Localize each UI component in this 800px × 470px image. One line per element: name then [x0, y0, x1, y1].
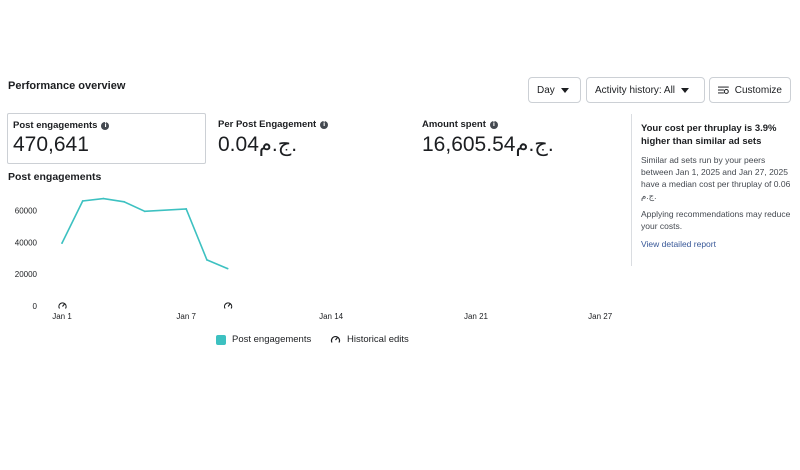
y-tick-label: 0 [33, 302, 38, 311]
caret-down-icon [681, 87, 690, 93]
metric-label: Per Post Engagement [218, 119, 317, 130]
activity-history-dropdown[interactable]: Activity history: All [586, 77, 705, 103]
data-point [123, 200, 125, 203]
recommendation-body: Similar ad sets run by your peers betwee… [641, 155, 791, 201]
y-tick-label: 20000 [15, 270, 38, 279]
caret-down-icon [560, 87, 569, 93]
post-engagements-chart: 0 20000 40000 60000 Jan 1 Jan 7 Jan 14 Jan 21 Ja… [15, 197, 613, 321]
customize-button[interactable]: Customize [709, 77, 791, 103]
x-tick-label: Jan 1 [52, 312, 72, 321]
x-tick-label: Jan 7 [176, 312, 196, 321]
data-point [81, 200, 84, 202]
info-icon[interactable]: i [101, 121, 110, 130]
data-point [61, 242, 63, 245]
data-point [143, 210, 146, 213]
customize-label: Customize [734, 84, 782, 96]
legend-historical-edits[interactable]: Historical edits [330, 334, 409, 345]
y-tick-label: 40000 [15, 238, 38, 247]
x-tick-label: Jan 21 [464, 312, 489, 321]
metric-post-engagements[interactable]: Post engagements i 470,641 [7, 113, 206, 164]
teal-square-icon [216, 334, 226, 345]
metric-value: 16,605.54ج.م. [422, 133, 554, 156]
metric-value: 470,641 [13, 133, 89, 156]
recommendation-headline: Your cost per thruplay is 3.9% higher th… [641, 123, 777, 147]
historical-edit-icon [330, 335, 341, 343]
metric-per-post-engagement[interactable]: Per Post Engagement i 0.04ج.م. [213, 113, 403, 164]
info-icon[interactable]: i [489, 120, 498, 129]
view-detailed-report-link[interactable]: View detailed report [641, 239, 716, 249]
recommendation-note: Applying recommendations may reduce your… [641, 209, 791, 231]
series-line-post-engagements [61, 197, 228, 270]
customize-icon [718, 86, 729, 94]
metric-amount-spent[interactable]: Amount spent i 16,605.54ج.م. [417, 113, 617, 164]
historical-edit-icon [58, 302, 67, 309]
data-point [185, 208, 188, 210]
info-icon[interactable]: i [320, 120, 329, 129]
legend-post-engagements[interactable]: Post engagements [216, 334, 311, 345]
legend-label: Post engagements [232, 334, 312, 345]
x-tick-label: Jan 27 [588, 312, 613, 321]
y-tick-label: 60000 [15, 207, 38, 216]
page-title: Performance overview [8, 80, 126, 92]
day-dropdown[interactable]: Day [528, 77, 581, 103]
recommendation-panel: Your cost per thruplay is 3.9% higher th… [631, 114, 791, 266]
activity-history-label: Activity history: All [595, 84, 676, 96]
metric-label: Amount spent [422, 119, 486, 130]
metric-value: 0.04ج.م. [218, 133, 298, 156]
legend-label: Historical edits [347, 334, 409, 345]
data-point [226, 267, 229, 270]
historical-edit-icon [223, 302, 233, 309]
data-point [206, 258, 208, 261]
data-point [102, 197, 105, 200]
chart-title: Post engagements [8, 171, 102, 183]
day-dropdown-label: Day [537, 84, 555, 96]
metric-label: Post engagements [13, 120, 98, 131]
x-tick-label: Jan 14 [319, 312, 344, 321]
